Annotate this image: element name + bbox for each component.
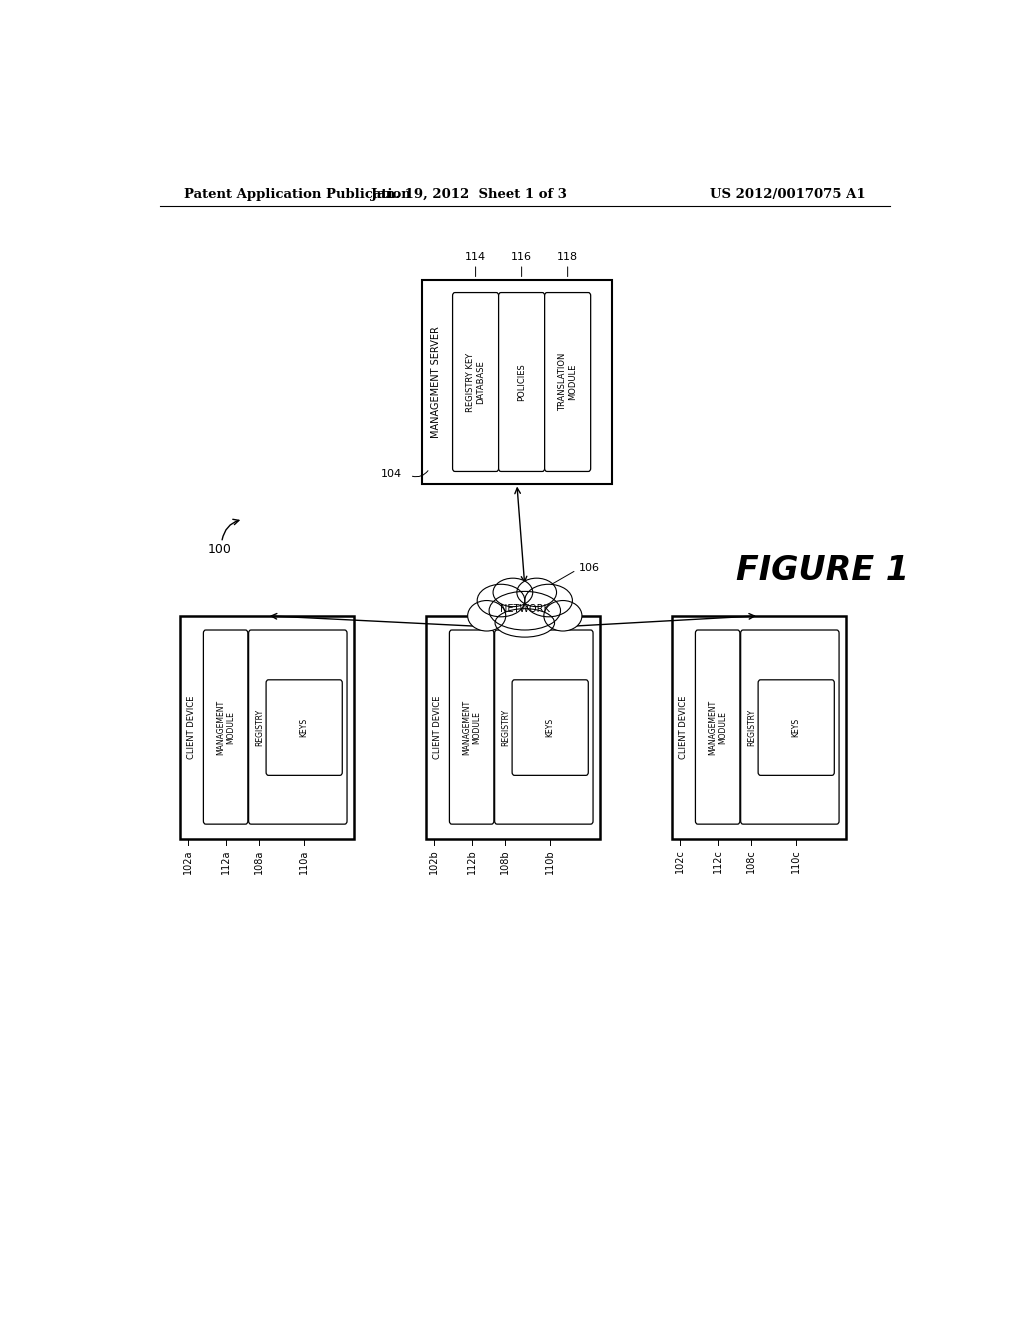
Text: 112a: 112a (220, 850, 230, 874)
Text: CLIENT DEVICE: CLIENT DEVICE (433, 696, 442, 759)
FancyBboxPatch shape (426, 615, 600, 840)
Ellipse shape (525, 585, 572, 616)
Text: 116: 116 (511, 252, 532, 263)
FancyBboxPatch shape (249, 630, 347, 824)
Ellipse shape (495, 609, 555, 638)
Ellipse shape (477, 585, 524, 616)
Text: NETWORK: NETWORK (500, 603, 550, 614)
FancyBboxPatch shape (453, 293, 499, 471)
Text: KEYS: KEYS (300, 718, 308, 737)
Text: KEYS: KEYS (792, 718, 801, 737)
Text: MANAGEMENT
MODULE: MANAGEMENT MODULE (708, 700, 727, 755)
Text: Patent Application Publication: Patent Application Publication (183, 189, 411, 202)
Ellipse shape (517, 578, 557, 607)
Text: CLIENT DEVICE: CLIENT DEVICE (187, 696, 196, 759)
FancyBboxPatch shape (179, 615, 354, 840)
FancyBboxPatch shape (512, 680, 588, 775)
Text: POLICIES: POLICIES (517, 363, 526, 401)
FancyBboxPatch shape (266, 680, 342, 775)
Text: REGISTRY: REGISTRY (502, 709, 510, 746)
FancyBboxPatch shape (422, 280, 612, 483)
Text: CLIENT DEVICE: CLIENT DEVICE (679, 696, 688, 759)
Ellipse shape (468, 601, 506, 631)
Text: 110a: 110a (299, 850, 309, 874)
Text: 108c: 108c (745, 850, 756, 874)
Text: US 2012/0017075 A1: US 2012/0017075 A1 (711, 189, 866, 202)
Text: REGISTRY: REGISTRY (748, 709, 757, 746)
FancyBboxPatch shape (499, 293, 545, 471)
Text: 102a: 102a (182, 850, 193, 874)
Text: 100: 100 (207, 544, 231, 556)
FancyBboxPatch shape (450, 630, 494, 824)
Ellipse shape (544, 601, 582, 631)
Text: 102b: 102b (428, 850, 438, 874)
FancyBboxPatch shape (758, 680, 835, 775)
Text: 118: 118 (557, 252, 579, 263)
FancyBboxPatch shape (495, 630, 593, 824)
Text: 110c: 110c (792, 850, 801, 874)
Text: 108a: 108a (254, 850, 264, 874)
Text: 102c: 102c (675, 850, 685, 874)
Text: 112c: 112c (713, 850, 723, 874)
Text: 108b: 108b (500, 850, 510, 874)
FancyBboxPatch shape (672, 615, 846, 840)
Text: TRANSLATION
MODULE: TRANSLATION MODULE (558, 352, 578, 412)
Text: MANAGEMENT
MODULE: MANAGEMENT MODULE (216, 700, 236, 755)
Text: 106: 106 (579, 564, 600, 573)
FancyBboxPatch shape (740, 630, 839, 824)
FancyBboxPatch shape (695, 630, 740, 824)
Ellipse shape (493, 578, 532, 607)
Text: 110b: 110b (545, 850, 555, 874)
Text: 112b: 112b (467, 850, 476, 874)
Text: 114: 114 (465, 252, 486, 263)
Text: FIGURE 1: FIGURE 1 (736, 553, 909, 586)
FancyBboxPatch shape (204, 630, 248, 824)
Text: MANAGEMENT SERVER: MANAGEMENT SERVER (431, 326, 441, 438)
FancyBboxPatch shape (545, 293, 591, 471)
Text: MANAGEMENT
MODULE: MANAGEMENT MODULE (462, 700, 481, 755)
Text: Jan. 19, 2012  Sheet 1 of 3: Jan. 19, 2012 Sheet 1 of 3 (372, 189, 567, 202)
Text: KEYS: KEYS (546, 718, 555, 737)
Text: REGISTRY KEY
DATABASE: REGISTRY KEY DATABASE (466, 352, 485, 412)
Text: 104: 104 (381, 469, 401, 479)
Ellipse shape (489, 591, 560, 630)
Text: REGISTRY: REGISTRY (255, 709, 264, 746)
